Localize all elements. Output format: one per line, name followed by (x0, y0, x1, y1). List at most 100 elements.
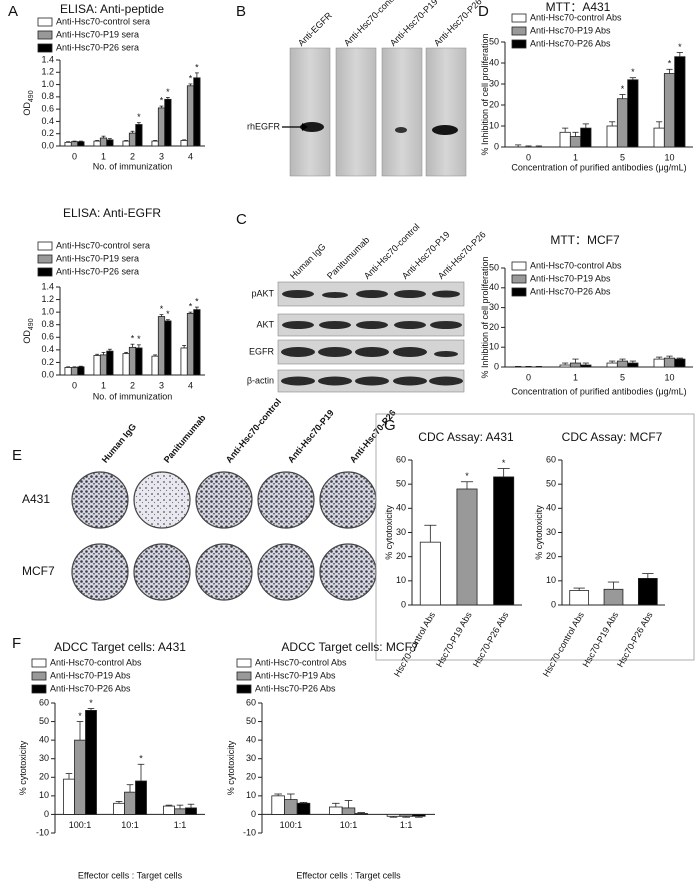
y-tick-label: -10 (243, 827, 256, 837)
legend-label: Anti-Hsc70-P26 sera (56, 42, 139, 52)
bar (122, 140, 130, 147)
panel-letter: F (12, 635, 21, 652)
bar (341, 807, 356, 815)
error-bar (515, 144, 522, 147)
error-bar (609, 360, 616, 364)
error-bar (525, 145, 532, 147)
y-tick-label: 40 (489, 282, 499, 292)
bar (386, 814, 401, 817)
y-tick-label: 40 (246, 735, 256, 745)
y-axis-label: OD490 (22, 318, 34, 343)
bar (151, 140, 159, 147)
error-bar (515, 366, 522, 367)
y-axis-label: % Inhibition of cell proliferation (480, 256, 490, 378)
bar (135, 780, 147, 815)
error-bar (159, 314, 164, 317)
error-bar (299, 801, 308, 804)
bar (663, 357, 676, 368)
y-tick-label: 0.2 (41, 128, 54, 138)
error-bar (582, 362, 589, 366)
bar (164, 320, 172, 376)
y-tick-label: 20 (396, 551, 406, 561)
error-bar (460, 481, 474, 489)
bar (653, 358, 665, 368)
bar (603, 588, 624, 606)
panel-letter: C (236, 211, 247, 228)
y-tick-label: 10 (39, 790, 49, 800)
error-bar (66, 141, 71, 143)
error-bar (130, 343, 135, 348)
error-bar (656, 121, 663, 129)
error-bar (95, 353, 100, 356)
panel-letter: E (12, 447, 22, 464)
row-label: β-actin (247, 375, 274, 385)
bar (559, 364, 571, 368)
error-bar (126, 784, 134, 793)
x-tick-label: 0 (526, 152, 531, 162)
column-label: Anti-Hsc70-P19 (286, 408, 336, 465)
error-bar (344, 800, 353, 808)
x-tick-label: 1 (101, 380, 106, 390)
blot-c: pAKT AKT EGFR β-actin Human IgG Panitumu… (247, 222, 488, 393)
y-tick-label: 0.6 (41, 332, 54, 342)
legend-label: Anti-Hsc70-P26 Abs (50, 683, 131, 693)
bar (569, 590, 590, 606)
y-tick-label: 0 (551, 599, 556, 609)
bar (99, 354, 108, 376)
legend-swatch (31, 684, 47, 694)
significance: * (166, 87, 170, 97)
legend-label: Anti-Hsc70-P19 Abs (50, 670, 131, 680)
error-bar (78, 365, 83, 367)
row-label: A431 (22, 492, 50, 506)
error-bar (619, 94, 626, 99)
significance: * (502, 458, 506, 468)
bar (559, 131, 571, 148)
error-bar (357, 812, 365, 814)
bar (606, 362, 618, 368)
error-bar (136, 344, 141, 348)
error-bar (107, 138, 112, 140)
significance: * (160, 95, 164, 105)
legend-label: Anti-Hsc70-P26 Abs (530, 286, 611, 296)
x-tick-label: 3 (159, 151, 164, 161)
x-tick-label: 0 (526, 372, 531, 382)
bar (85, 710, 97, 815)
error-bar (562, 362, 569, 366)
x-tick-label: 4 (188, 380, 193, 390)
error-bar (159, 105, 164, 108)
bar (580, 127, 592, 148)
legend-swatch (31, 671, 47, 681)
error-bar (153, 140, 158, 142)
chart: ELISA: Anti-EGFR 0.0 0.2 0.4 0.6 0.8 1.0 1.2 1.4… (22, 206, 205, 401)
y-tick-label: 10 (489, 120, 499, 130)
y-tick-label: 1.0 (41, 79, 54, 89)
y-axis-label: % cytotoxicity (534, 505, 544, 560)
chart-title: ELISA: Anti-peptide (60, 2, 164, 16)
bar (569, 136, 582, 148)
y-tick-label: 0.8 (41, 91, 54, 101)
bar (329, 806, 343, 815)
y-tick-label: -10 (36, 827, 49, 837)
bar (164, 98, 172, 147)
y-tick-label: 10 (246, 790, 256, 800)
error-bar (402, 816, 410, 818)
y-axis-label: % cytotoxicity (226, 740, 236, 795)
error-bar (424, 524, 437, 543)
x-tick-label: 1 (573, 152, 578, 162)
lane-label: Anti-EGFR (296, 10, 334, 48)
blot-bands (281, 290, 463, 386)
bar (106, 350, 114, 376)
lane-label: Human IgG (288, 241, 328, 281)
error-bar (535, 145, 542, 147)
bar (128, 132, 137, 147)
significance: * (195, 62, 199, 72)
y-tick-label: 50 (246, 716, 256, 726)
chart-title: MTT：MCF7 (550, 233, 620, 247)
legend-label: Anti-Hsc70-P19 Abs (255, 670, 336, 680)
bar (151, 355, 159, 376)
y-tick-label: 30 (489, 78, 499, 88)
bar (106, 139, 114, 147)
legend-label: Anti-Hsc70-P19 Abs (530, 25, 611, 35)
